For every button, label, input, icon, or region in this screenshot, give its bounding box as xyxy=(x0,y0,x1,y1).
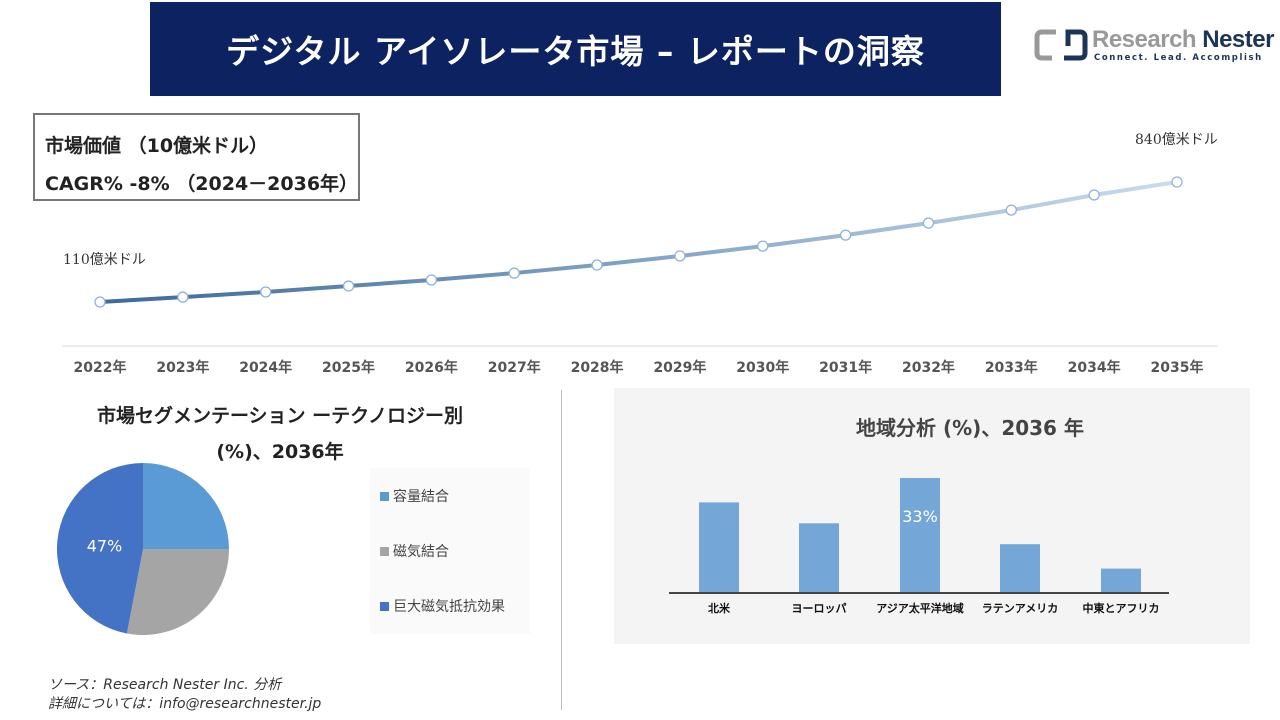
data-point xyxy=(342,280,355,292)
x-tick-label: 2033年 xyxy=(985,359,1038,376)
cagr-label: CAGR% -8% （2024－2036年） xyxy=(45,173,359,195)
divider xyxy=(561,390,562,710)
data-point xyxy=(1171,176,1183,188)
source-line: ソース：Research Nester Inc. 分析 xyxy=(48,677,282,693)
x-tick-label: 2025年 xyxy=(322,359,375,376)
x-tick-label: 2023年 xyxy=(156,359,209,376)
logo-mark-icon xyxy=(1034,29,1088,61)
data-point xyxy=(839,229,852,241)
legend-item: 容量結合 xyxy=(380,486,449,506)
data-point xyxy=(922,217,935,229)
pie-subtitle: (%)、2036年 xyxy=(216,441,344,463)
data-point xyxy=(425,274,438,286)
x-tick-label: 2034年 xyxy=(1068,359,1121,376)
data-point xyxy=(260,286,272,298)
bar xyxy=(699,502,739,593)
market-info-box: 市場価値 （10億米ドル） CAGR% -8% （2024－2036年） xyxy=(33,113,360,201)
pie-slice xyxy=(126,549,229,635)
x-tick-label: 2028年 xyxy=(571,359,624,376)
market-value-label: 市場価値 （10億米ドル） xyxy=(45,135,269,157)
pie-slice xyxy=(57,463,143,634)
pie-data-label: 47% xyxy=(87,536,123,555)
bar-category-label: アジア太平洋地域 xyxy=(876,601,964,615)
segmentation-title: 市場セグメンテーション ーテクノロジー別 (%)、2036年 xyxy=(50,398,510,470)
series-line xyxy=(99,180,1178,304)
page-title: デジタル アイソレータ市場 – レポートの洞察 xyxy=(150,2,1001,96)
bar xyxy=(799,523,839,593)
legend-label: 磁気結合 xyxy=(393,544,449,560)
x-tick-label: 2029年 xyxy=(653,359,706,376)
data-point xyxy=(674,250,686,262)
source-note: ソース：Research Nester Inc. 分析 詳細については：info… xyxy=(48,676,321,714)
data-point xyxy=(757,240,769,252)
end-value-label: 840億米ドル xyxy=(1135,132,1218,148)
bar xyxy=(900,478,940,593)
x-tick-label: 2022年 xyxy=(74,359,127,376)
data-point xyxy=(508,267,520,279)
x-tick-label: 2027年 xyxy=(488,359,541,376)
pie-title: 市場セグメンテーション ーテクノロジー別 xyxy=(96,405,464,427)
data-point xyxy=(1005,204,1017,216)
x-tick-label: 2032年 xyxy=(902,359,955,376)
legend-swatch-icon xyxy=(380,601,389,611)
x-tick-label: 2031年 xyxy=(819,359,872,376)
data-point xyxy=(94,296,106,308)
x-tick-label: 2026年 xyxy=(405,359,458,376)
logo-tagline: Connect. Lead. Accomplish xyxy=(1094,53,1263,63)
logo-name-light: Research xyxy=(1092,26,1203,53)
legend-swatch-icon xyxy=(380,546,389,556)
technology-pie-chart: 47% xyxy=(57,463,229,635)
x-tick-label: 2024年 xyxy=(239,359,292,376)
data-point xyxy=(591,259,603,271)
logo-name-dark: Nester xyxy=(1202,26,1274,53)
data-point xyxy=(1088,189,1100,201)
market-line-chart: 2022年 2023年 2024年 2025年 2026年 2027年 2028年 2029年… xyxy=(62,132,1218,376)
bar-category-label: ラテンアメリカ xyxy=(982,602,1058,615)
pie-slice xyxy=(143,463,229,549)
legend-item: 巨大磁気抵抗効果 xyxy=(380,596,505,616)
pie-legend: 容量結合 磁気結合 巨大磁気抵抗効果 xyxy=(370,468,530,634)
bar-category-label: 北米 xyxy=(708,601,731,615)
legend-label: 容量結合 xyxy=(393,489,449,505)
bar-category-label: 中東とアフリカ xyxy=(1083,601,1160,615)
contact-line: 詳細については：info@researchnester.jp xyxy=(48,696,322,712)
legend-label: 巨大磁気抵抗効果 xyxy=(393,599,505,615)
research-nester-logo: Research Nester Connect. Lead. Accomplis… xyxy=(1034,26,1274,66)
x-tick-label: 2030年 xyxy=(736,359,789,376)
data-point xyxy=(177,291,189,303)
legend-item: 磁気結合 xyxy=(380,541,449,561)
region-chart-title: 地域分析 (%)、2036 年 xyxy=(856,416,1084,440)
bar-category-label: ヨーロッパ xyxy=(792,602,847,615)
bar xyxy=(1000,544,1040,593)
start-value-label: 110億米ドル xyxy=(63,252,146,268)
legend-swatch-icon xyxy=(380,491,389,501)
x-tick-label: 2035年 xyxy=(1151,359,1204,376)
bar xyxy=(1101,568,1141,593)
bar-data-label: 33% xyxy=(902,507,938,526)
